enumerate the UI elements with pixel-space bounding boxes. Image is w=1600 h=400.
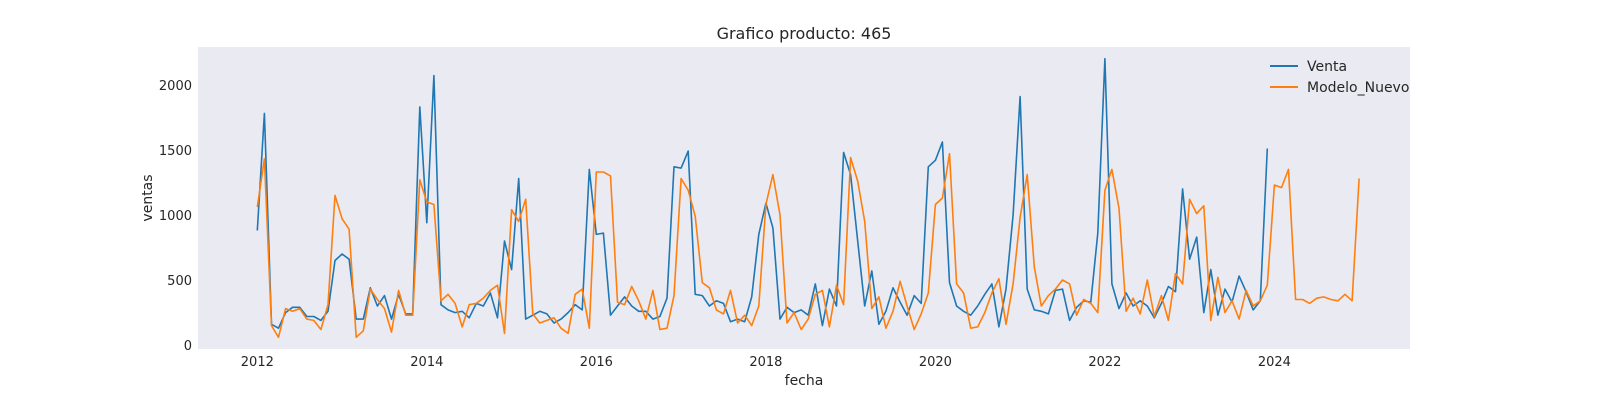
legend-label: Venta [1307, 59, 1347, 75]
legend: Venta Modelo_Nuevo [1270, 59, 1409, 96]
series-layer [256, 57, 1360, 339]
x-tick-label: 2022 [1088, 355, 1121, 370]
x-axis-label: fecha [785, 373, 824, 389]
y-tick-label: 1500 [159, 144, 192, 159]
y-tick-label: 500 [167, 274, 192, 289]
series-line-modelo-nuevo [256, 152, 1360, 339]
x-tick-label: 2020 [919, 355, 952, 370]
x-tick-label: 2014 [410, 355, 443, 370]
x-tick-label: 2012 [241, 355, 274, 370]
x-tick-label: 2024 [1258, 355, 1291, 370]
y-tick-label: 0 [184, 339, 192, 354]
chart-title: Grafico producto: 465 [717, 24, 892, 43]
y-tick-label: 1000 [159, 209, 192, 224]
legend-label: Modelo_Nuevo [1307, 80, 1409, 96]
x-tick-label: 2016 [580, 355, 613, 370]
y-tick-label: 2000 [159, 79, 192, 94]
x-tick-label: 2018 [749, 355, 782, 370]
series-line-venta [256, 57, 1269, 330]
x-axis-ticks: 2012 2014 2016 2018 2020 2022 2024 [241, 355, 1291, 370]
y-axis-label: ventas [140, 174, 156, 221]
y-axis-ticks: 0 500 1000 1500 2000 [159, 79, 192, 354]
